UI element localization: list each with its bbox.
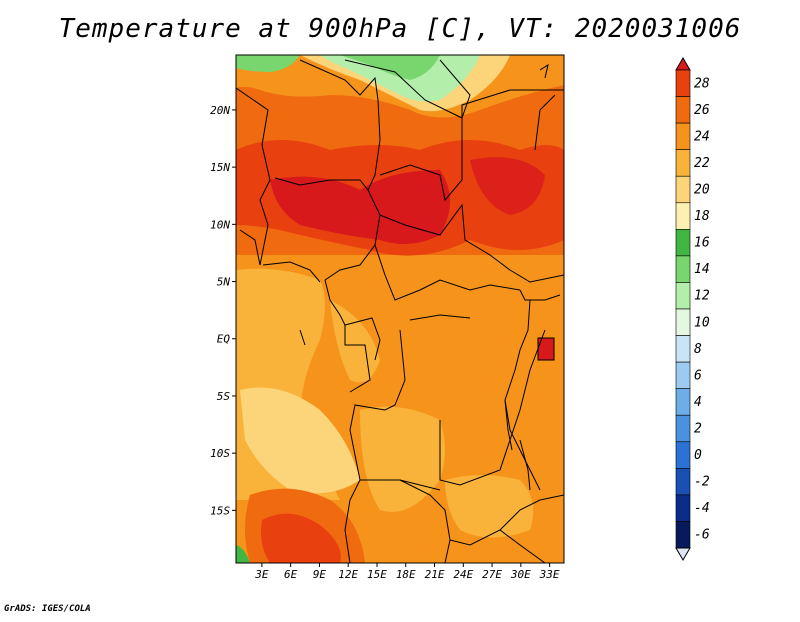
colorbar-swatch: [675, 175, 691, 204]
colorbar-swatch: [675, 494, 691, 522]
colorbar-swatch: [675, 282, 691, 310]
colorbar-swatch: [675, 149, 691, 177]
lon-tick-label: 30E: [510, 568, 531, 581]
colorbar-swatch: [675, 441, 691, 469]
colorbar-top-arrow: [675, 57, 691, 71]
colorbar-swatch: [675, 361, 691, 389]
longitude-axis: 3E 6E 9E 12E 15E 18E 21E 24E 27E 30E 33E: [254, 563, 560, 581]
lat-tick-label: 10N: [210, 218, 230, 231]
colorbar-label: -4: [694, 501, 710, 516]
lat-tick-label: 5N: [217, 276, 231, 289]
lat-tick-label: 5S: [217, 390, 231, 403]
colorbar-label: -2: [694, 475, 710, 490]
colorbar-label: 12: [694, 289, 710, 304]
colorbar-label: 2: [694, 422, 702, 437]
colorbar-swatch: [675, 521, 691, 549]
colorbar-label: 6: [694, 368, 702, 383]
colorbar-label: 10: [694, 315, 710, 330]
colorbar-swatch: [675, 468, 691, 496]
colorbar-label: 14: [694, 262, 710, 277]
colorbar-swatch: [675, 308, 691, 336]
colorbar-label: -6: [694, 528, 710, 543]
lon-tick-label: 12E: [338, 568, 358, 581]
colorbar-swatch: [675, 388, 691, 416]
colorbar-swatch: [675, 122, 691, 150]
colorbar-label: 0: [694, 448, 702, 463]
lon-tick-label: 33E: [539, 568, 560, 581]
lat-tick-label: 15N: [210, 161, 230, 174]
colorbar-swatch: [675, 96, 691, 124]
colorbar-label: 4: [694, 395, 702, 410]
colorbar-swatch: [675, 335, 691, 363]
colorbar-swatch: [675, 69, 691, 97]
lon-tick-label: 3E: [254, 568, 269, 581]
colorbar-swatch: [675, 255, 691, 283]
lon-tick-label: 27E: [482, 568, 502, 581]
colorbar-label: 8: [694, 342, 702, 357]
colorbar-label: 26: [694, 103, 710, 118]
lat-tick-label: 10S: [210, 447, 230, 460]
country-borders: [236, 59, 564, 563]
colorbar-swatch: [675, 202, 691, 230]
lon-tick-label: 6E: [284, 568, 298, 581]
latitude-axis: 20N 15N 10N 5N EQ 5S 10S 15S: [210, 104, 236, 517]
colorbar-label: 16: [694, 236, 710, 251]
lon-tick-label: 24E: [453, 568, 473, 581]
grads-credit: GrADS: IGES/COLA: [4, 604, 91, 614]
map-frame: [235, 54, 565, 564]
lon-tick-label: 9E: [313, 568, 327, 581]
colorbar-label: 18: [694, 209, 710, 224]
colorbar-label: 28: [694, 76, 710, 91]
colorbar-swatch: [675, 414, 691, 443]
colorbar-label: 24: [694, 129, 710, 144]
colorbar-bottom-arrow: [675, 547, 691, 561]
colorbar-label: 20: [694, 183, 710, 198]
colorbar-label: 22: [694, 156, 710, 171]
colorbar-swatch: [675, 229, 691, 257]
lat-tick-label: 20N: [210, 104, 230, 117]
lakes: [299, 314, 555, 491]
lat-tick-label: EQ: [217, 333, 231, 346]
lon-tick-label: 21E: [425, 568, 445, 581]
lon-tick-label: 18E: [396, 568, 416, 581]
lat-tick-label: 15S: [210, 504, 230, 517]
chart-title: Temperature at 900hPa [C], VT: 202003100…: [58, 14, 742, 44]
lon-tick-label: 15E: [367, 568, 387, 581]
temperature-field: [236, 55, 564, 563]
